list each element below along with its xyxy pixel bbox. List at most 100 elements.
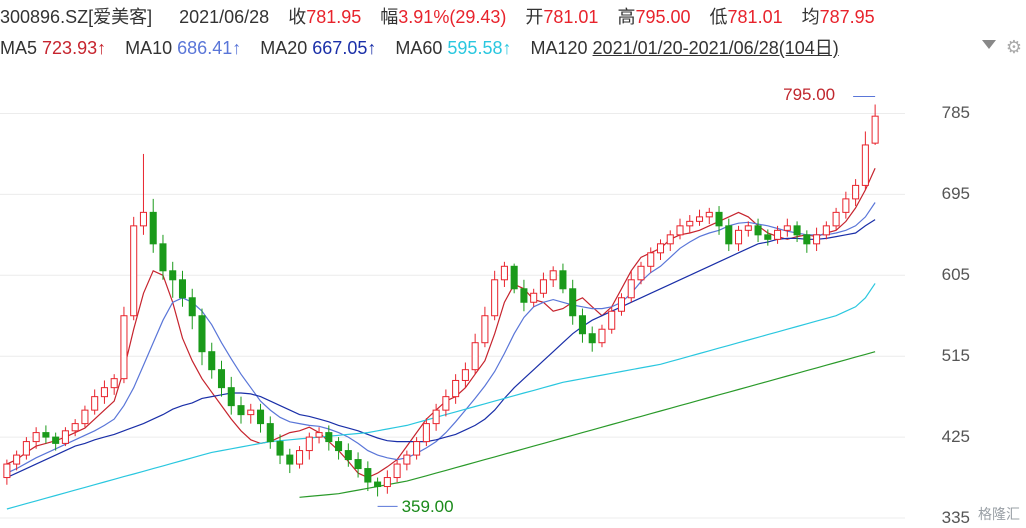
candle-body — [813, 234, 821, 245]
candle-body — [725, 225, 733, 245]
candle-body — [256, 409, 265, 425]
candle-body — [442, 396, 450, 411]
candle-body — [695, 216, 704, 222]
candle-body — [500, 265, 508, 281]
candle-body — [705, 211, 713, 218]
open-label: 开 — [525, 7, 544, 27]
series-line-ma120 — [299, 351, 876, 498]
series-line-ma60 — [6, 283, 876, 510]
gear-icon[interactable]: ⚙ — [1005, 37, 1022, 57]
stock-code: 300896.SZ[爱美客] — [0, 7, 153, 27]
candle-body — [627, 279, 635, 299]
candle-body — [52, 436, 60, 444]
candle-body — [198, 315, 206, 353]
ma-legend: MA5 723.93↑ MA10 686.41↑ MA20 667.05↑ MA… — [0, 37, 839, 59]
candle-body — [403, 454, 411, 465]
candle-body — [149, 211, 157, 245]
candle-body — [735, 229, 743, 245]
candle-body — [471, 342, 479, 371]
quote-header: 300896.SZ[爱美客] 2021/06/28 收781.95 幅3.91%… — [0, 6, 875, 28]
candle-body — [559, 270, 567, 290]
candle-body — [335, 441, 343, 452]
open-value: 781.01 — [543, 7, 599, 27]
candle-body — [539, 279, 547, 294]
candle-body — [578, 315, 586, 335]
candle-body — [344, 450, 352, 461]
candle-body — [364, 468, 372, 483]
candle-body — [637, 265, 645, 281]
ma10-label: MA10 — [125, 38, 173, 58]
candle-body — [764, 234, 772, 240]
low-label: 低 — [709, 7, 728, 27]
candle-body — [159, 243, 167, 272]
candle-body — [413, 441, 421, 456]
candle-body — [520, 288, 528, 303]
candle-body — [569, 288, 577, 317]
candle-body — [754, 225, 762, 236]
candle-body — [3, 463, 11, 479]
candle-body — [861, 144, 869, 186]
candle-body — [139, 211, 147, 227]
candle-body — [422, 423, 430, 443]
candle-body — [315, 432, 323, 438]
candle-body — [354, 459, 362, 470]
ma60-value: 595.58↑ — [447, 38, 512, 58]
candle-body — [842, 198, 850, 213]
candle-body — [247, 409, 255, 416]
y-tick-label: 515 — [941, 346, 970, 366]
candle-body — [871, 115, 879, 144]
close-label: 收 — [288, 7, 307, 27]
candle-body — [61, 430, 69, 444]
candle-body — [598, 328, 606, 344]
max-price-label: 795.00 — [783, 85, 836, 105]
candle-body — [383, 477, 391, 488]
candle-body — [227, 387, 235, 407]
candle-body — [393, 463, 401, 479]
y-tick-label: 605 — [941, 265, 970, 285]
candle-body — [276, 441, 284, 456]
candle-body — [676, 225, 684, 236]
y-tick-label: 785 — [941, 103, 970, 123]
ma20-label: MA20 — [260, 38, 308, 58]
y-tick-label: 425 — [941, 427, 970, 447]
candle-body — [744, 225, 752, 231]
candle-body — [217, 369, 226, 389]
candle-body — [617, 297, 626, 312]
candle-body — [608, 310, 616, 330]
watermark: 格隆汇 — [978, 506, 1020, 522]
candle-body — [296, 450, 304, 465]
candle-body — [100, 387, 108, 398]
ma5-label: MA5 — [0, 38, 38, 58]
candle-body — [774, 229, 782, 240]
period-dropdown-icon[interactable] — [982, 40, 996, 49]
candle-body — [266, 423, 274, 443]
candle-body — [120, 315, 128, 380]
candle-body — [22, 441, 30, 456]
ma60-label: MA60 — [395, 38, 443, 58]
ma120-label: MA120 — [530, 38, 588, 58]
candle-body — [793, 225, 801, 236]
candle-body — [666, 234, 674, 245]
candle-body — [178, 279, 187, 299]
candle-body — [188, 297, 196, 317]
candle-body — [852, 184, 860, 200]
avg-label: 均 — [801, 7, 820, 27]
candle-body — [130, 225, 138, 317]
candle-body — [715, 211, 723, 227]
candle-body — [461, 369, 469, 381]
candle-body — [510, 265, 518, 290]
date-range: 2021/01/20-2021/06/28(104日) — [592, 38, 839, 58]
candle-body — [588, 333, 596, 344]
series-line-ma5 — [6, 168, 876, 479]
high-value: 795.00 — [635, 7, 691, 27]
candle-body — [374, 481, 382, 488]
candle-body — [169, 270, 177, 281]
ma20-value: 667.05↑ — [312, 38, 377, 58]
quote-date: 2021/06/28 — [179, 7, 270, 27]
candle-body — [208, 351, 216, 371]
candle-body — [432, 409, 440, 425]
change-label: 幅 — [380, 7, 399, 27]
candle-body — [491, 279, 499, 317]
candle-body — [452, 379, 460, 398]
